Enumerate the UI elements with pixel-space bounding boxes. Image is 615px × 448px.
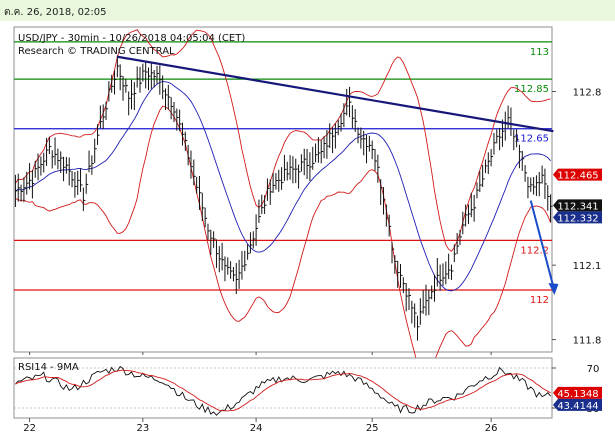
chart-subtitle: Research © TRADING CENTRAL: [18, 46, 175, 57]
price-tag-112.465-box: [553, 168, 602, 181]
rsi-ma-line: [15, 369, 551, 412]
price-axis-tick-label: 112.1: [573, 261, 602, 272]
chart-title: USD/JPY - 30min - 10/26/2018 04:05:04 (C…: [18, 33, 245, 44]
rsi-panel-frame: [13, 357, 553, 419]
price-tag-112.341-text: 112.341: [557, 201, 598, 212]
time-axis-tick-label: 26: [485, 423, 498, 434]
rsi-tag-45.1348-text: 45.1348: [557, 389, 598, 400]
moving-average-line: [15, 81, 551, 292]
rsi-tag-45.1348-box: [553, 386, 602, 399]
projection-arrow-shaft: [529, 200, 555, 288]
price-tag-112.341: 112.341: [553, 199, 602, 212]
rsi-axis-tick-label: 70: [587, 364, 600, 375]
projection-arrow-head: [548, 282, 559, 295]
bollinger-lower: [15, 105, 552, 375]
time-axis-tick-label: 24: [250, 423, 263, 434]
price-tag-112.341-box: [553, 199, 602, 212]
rsi-lines: [14, 365, 552, 416]
price-axis-tick-label: 111.8: [573, 336, 602, 347]
level-label-113: 113: [530, 47, 549, 58]
price-tag-112.332-text: 112.332: [557, 213, 598, 224]
price-overlays: [117, 55, 559, 295]
rsi-tag-43.4144-box: [553, 398, 602, 411]
time-axis-tick-label: 22: [23, 423, 36, 434]
price-tag-112.465: 112.465: [553, 168, 602, 182]
rsi-tag-45.1348: 45.1348: [553, 386, 602, 400]
header-band: [0, 0, 615, 21]
price-axis-tick-label: 112.8: [573, 88, 602, 99]
level-label-112.85: 112.85: [514, 84, 549, 95]
level-label-112.65: 112.65: [514, 134, 549, 145]
rsi-title: RSI14 - 9MA: [18, 362, 79, 373]
time-axis-tick-label: 23: [136, 423, 149, 434]
price-levels: 113 112.85 112.65 112.2 112: [14, 41, 552, 306]
rsi-tag-43.4144: 43.4144: [553, 398, 602, 412]
level-label-112.2: 112.2: [520, 245, 549, 256]
header-timestamp: ต.ค. 26, 2018, 02:05: [4, 7, 106, 18]
price-tag-112.332: 112.332: [553, 211, 602, 224]
price-tag-112.332-box: [553, 211, 602, 224]
time-axis: 22 23 24 25 26: [23, 352, 497, 434]
level-label-112: 112: [530, 295, 549, 306]
price-tag-112.465-text: 112.465: [557, 171, 598, 182]
bollinger-upper: [15, 29, 551, 252]
bollinger-bands: [15, 29, 552, 375]
trendline: [117, 55, 554, 133]
price-panel-frame: [13, 26, 553, 353]
price-bars: [14, 55, 553, 341]
time-axis-tick-label: 25: [366, 423, 379, 434]
rsi-tag-43.4144-text: 43.4144: [557, 401, 598, 412]
